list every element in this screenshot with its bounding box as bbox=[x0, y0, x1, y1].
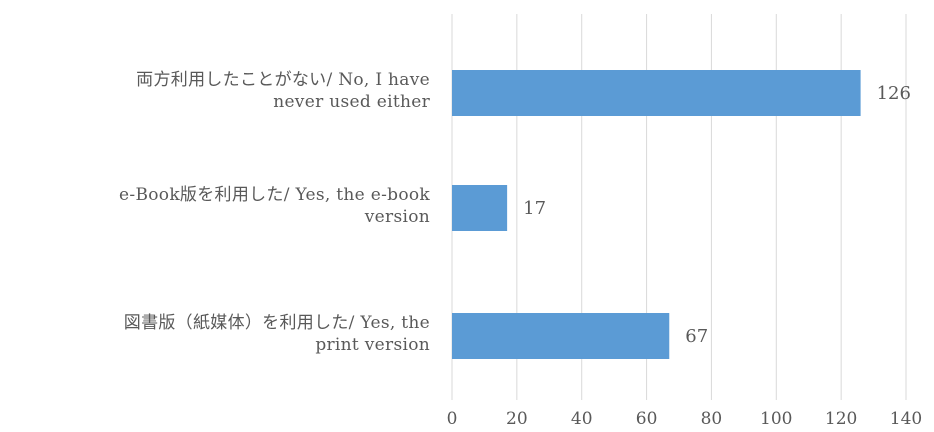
bars bbox=[452, 70, 861, 359]
category-label-line: print version bbox=[315, 335, 430, 355]
x-tick-label: 80 bbox=[701, 409, 723, 429]
x-tick-label: 100 bbox=[760, 409, 792, 429]
bar-value-label: 67 bbox=[685, 326, 708, 347]
x-tick-label: 40 bbox=[571, 409, 593, 429]
x-tick-label: 0 bbox=[447, 409, 458, 429]
bar bbox=[452, 313, 670, 359]
category-label: 両方利用したことがない/ No, I have never used either bbox=[10, 69, 430, 113]
x-tick-label: 60 bbox=[636, 409, 658, 429]
data-labels: 126 17 67 bbox=[523, 83, 911, 347]
category-label: 図書版（紙媒体）を利用した/ Yes, the print version bbox=[10, 312, 430, 356]
x-tick-label: 20 bbox=[506, 409, 528, 429]
bar-value-label: 126 bbox=[877, 83, 911, 104]
x-axis-ticks: 0 20 40 60 80 100 120 140 bbox=[447, 409, 923, 429]
bar-value-label: 17 bbox=[523, 198, 546, 219]
category-label: e-Book版を利用した/ Yes, the e-book version bbox=[10, 184, 430, 228]
x-tick-label: 120 bbox=[825, 409, 857, 429]
bar bbox=[452, 185, 508, 231]
category-label-line: version bbox=[364, 207, 430, 227]
category-label-line: never used either bbox=[273, 92, 430, 112]
category-label-line: 両方利用したことがない/ No, I have bbox=[136, 70, 430, 90]
x-tick-label: 140 bbox=[890, 409, 922, 429]
category-label-line: e-Book版を利用した/ Yes, the e-book bbox=[119, 185, 430, 205]
category-label-line: 図書版（紙媒体）を利用した/ Yes, the bbox=[123, 313, 430, 333]
bar bbox=[452, 70, 861, 116]
